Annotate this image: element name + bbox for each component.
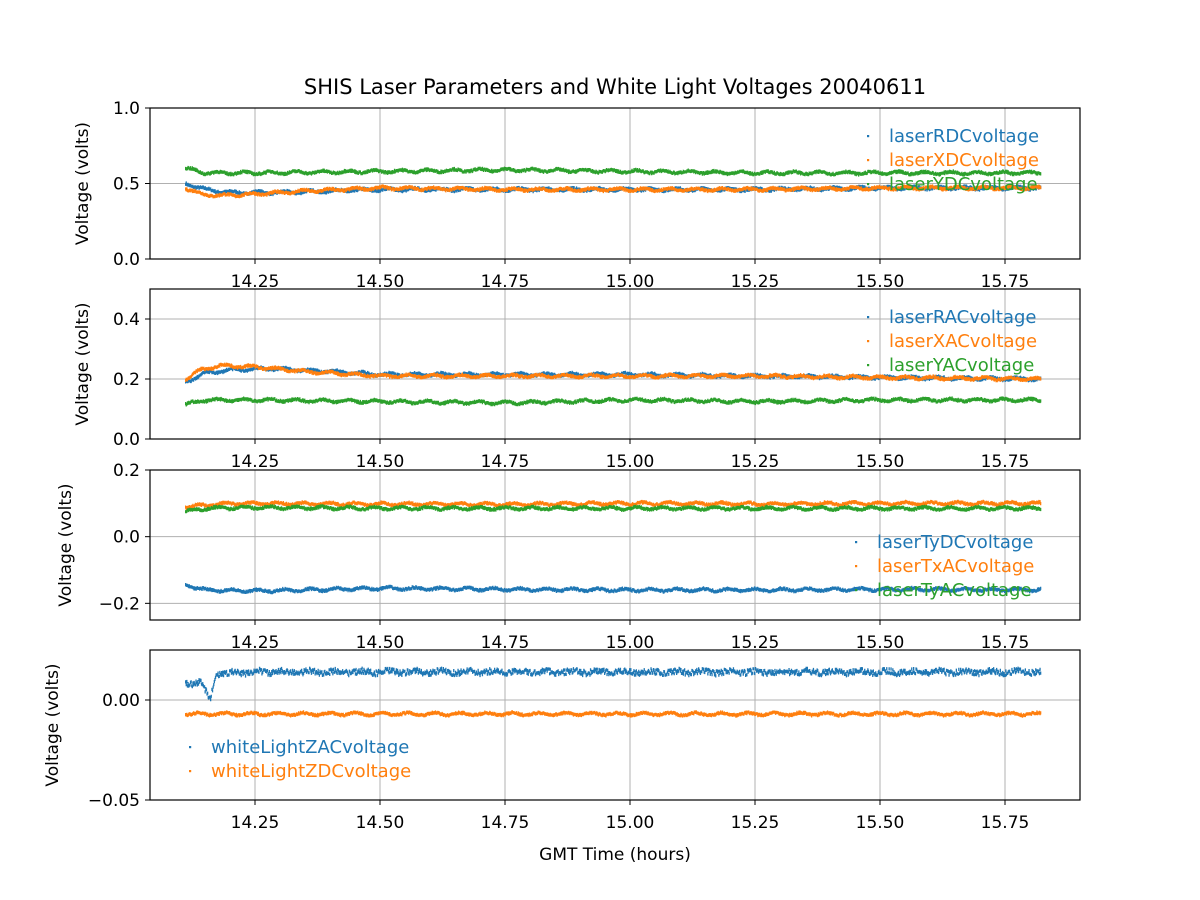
x-tick-label: 15.75 xyxy=(981,452,1030,472)
x-tick-label: 14.25 xyxy=(231,633,280,653)
legend-marker xyxy=(189,770,192,773)
x-tick-label: 15.00 xyxy=(606,813,655,833)
x-tick-label: 15.50 xyxy=(856,813,905,833)
y-tick-label: −0.2 xyxy=(99,594,140,614)
x-tick-label: 15.25 xyxy=(731,452,780,472)
x-tick-label: 15.00 xyxy=(606,452,655,472)
y-tick-label: 0.0 xyxy=(113,528,140,548)
series-whiteLightZACvoltage xyxy=(185,666,1042,702)
legend-marker xyxy=(867,135,870,138)
legend: whiteLightZACvoltage whiteLightZDCvoltage xyxy=(189,737,411,782)
x-tick-label: 14.75 xyxy=(481,452,530,472)
x-tick-label: 15.75 xyxy=(981,272,1030,292)
legend-marker xyxy=(855,541,858,544)
subplot-2: 14.25 14.50 14.75 15.00 15.25 15.50 15.75 0.0 0.… xyxy=(73,288,1081,472)
y-axis-label: Voltage (volts) xyxy=(73,302,93,425)
legend-marker xyxy=(867,316,870,319)
axes-frame xyxy=(149,649,1081,801)
chart-title: SHIS Laser Parameters and White Light Vo… xyxy=(304,75,926,99)
series-laserYDCvoltage xyxy=(185,165,1042,177)
data-markers xyxy=(185,710,1042,718)
subplot-3: 14.25 14.50 14.75 15.00 15.25 15.50 15.75 −0.2 0… xyxy=(56,461,1081,653)
legend-entry: laserTxACvoltage xyxy=(877,556,1034,577)
legend-marker xyxy=(867,183,870,186)
legend-entry: whiteLightZDCvoltage xyxy=(211,761,411,782)
x-tick-label: 14.25 xyxy=(231,272,280,292)
x-tick-label: 15.25 xyxy=(731,272,780,292)
y-tick-label: 0.0 xyxy=(113,250,140,270)
axes-frame xyxy=(149,469,1081,621)
y-tick-label: 0.4 xyxy=(113,310,140,330)
legend-marker xyxy=(867,159,870,162)
series-laserYACvoltage xyxy=(185,396,1042,407)
data-markers xyxy=(185,504,1042,514)
legend-entry: laserRACvoltage xyxy=(889,307,1036,328)
legend-marker xyxy=(867,340,870,343)
legend-entry: laserYDCvoltage xyxy=(889,174,1038,195)
legend-marker xyxy=(855,565,858,568)
data-markers xyxy=(185,165,1042,177)
x-tick-label: 15.50 xyxy=(856,272,905,292)
legend-entry: laserTyDCvoltage xyxy=(877,532,1033,553)
legend: laserRDCvoltage laserXDCvoltage laserYDCvo… xyxy=(867,126,1039,195)
series-whiteLightZDCvoltage xyxy=(185,710,1042,718)
legend-entry: laserRDCvoltage xyxy=(889,126,1039,147)
data-markers xyxy=(185,666,1042,702)
data-markers xyxy=(185,396,1042,407)
x-tick-label: 15.00 xyxy=(606,633,655,653)
x-tick-label: 15.75 xyxy=(981,813,1030,833)
x-tick-label: 15.25 xyxy=(731,813,780,833)
x-tick-label: 14.75 xyxy=(481,813,530,833)
legend-entry: laserTyACvoltage xyxy=(877,580,1032,601)
series-laserTxACvoltage xyxy=(185,499,1042,510)
legend-marker xyxy=(855,589,858,592)
subplot-1: 14.25 14.50 14.75 15.00 15.25 15.50 15.75 0.0 0.… xyxy=(73,99,1081,292)
x-tick-label: 15.75 xyxy=(981,633,1030,653)
series-laserTyDCvoltage xyxy=(185,583,1042,595)
data-markers xyxy=(185,499,1042,510)
x-axis-label: GMT Time (hours) xyxy=(539,845,691,865)
subplot-4: 14.25 14.50 14.75 15.00 15.25 15.50 15.75 −0.05… xyxy=(43,649,1081,833)
y-tick-label: 0.2 xyxy=(113,370,140,390)
x-tick-label: 14.25 xyxy=(231,452,280,472)
data-markers xyxy=(185,362,1042,383)
legend-marker xyxy=(867,364,870,367)
legend: laserTyDCvoltage laserTxACvoltage laserTyA… xyxy=(855,532,1034,601)
y-tick-label: −0.05 xyxy=(88,791,140,811)
axes-frame xyxy=(149,288,1081,440)
x-tick-label: 14.25 xyxy=(231,813,280,833)
x-tick-label: 15.25 xyxy=(731,633,780,653)
data-markers xyxy=(185,583,1042,595)
y-axis-label: Voltage (volts) xyxy=(43,663,63,786)
y-tick-label: 0.0 xyxy=(113,430,140,450)
x-tick-label: 15.50 xyxy=(856,633,905,653)
y-axis-label: Voltage (volts) xyxy=(73,122,93,245)
y-axis-label: Voltage (volts) xyxy=(56,483,76,606)
series-laserXACvoltage xyxy=(185,362,1042,383)
series-laserXDCvoltage xyxy=(185,184,1042,199)
x-tick-label: 14.50 xyxy=(356,633,405,653)
legend-entry: laserXACvoltage xyxy=(889,331,1037,352)
x-tick-label: 14.50 xyxy=(356,813,405,833)
y-tick-label: 0.2 xyxy=(113,461,140,481)
x-tick-label: 15.50 xyxy=(856,452,905,472)
legend-entry: laserYACvoltage xyxy=(889,355,1034,376)
data-markers xyxy=(185,184,1042,199)
legend-entry: laserXDCvoltage xyxy=(889,150,1039,171)
x-tick-label: 14.50 xyxy=(356,272,405,292)
y-tick-label: 0.5 xyxy=(113,175,140,195)
x-tick-label: 15.00 xyxy=(606,272,655,292)
x-tick-label: 14.75 xyxy=(481,633,530,653)
legend-entry: whiteLightZACvoltage xyxy=(211,737,409,758)
x-tick-label: 14.50 xyxy=(356,452,405,472)
legend: laserRACvoltage laserXACvoltage laserYACvo… xyxy=(867,307,1037,376)
series-laserTyACvoltage xyxy=(185,504,1042,514)
legend-marker xyxy=(189,746,192,749)
y-tick-label: 0.00 xyxy=(102,691,140,711)
y-tick-label: 1.0 xyxy=(113,99,140,119)
x-tick-label: 14.75 xyxy=(481,272,530,292)
